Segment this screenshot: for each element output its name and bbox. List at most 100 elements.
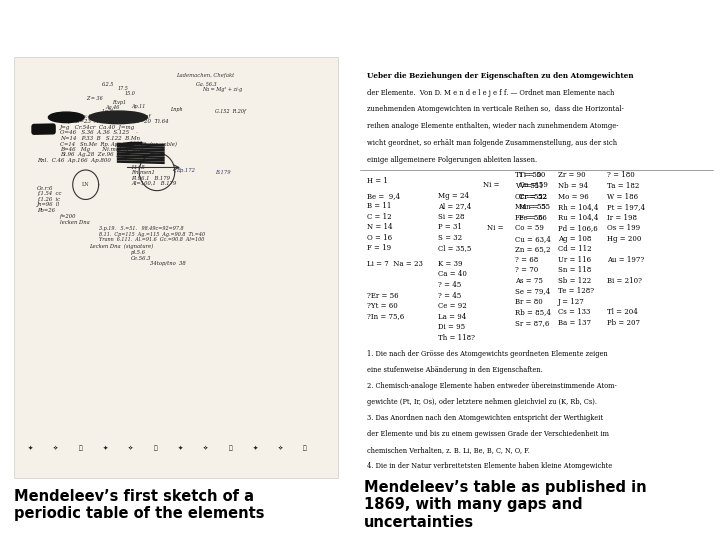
Text: Sn = 118: Sn = 118 — [557, 266, 591, 274]
Text: Na = Mg² + zi·g: Na = Mg² + zi·g — [202, 87, 243, 92]
Text: W = 186: W = 186 — [607, 193, 638, 200]
Text: chemischen Verhalten, z. B. Li, Be, B, C, N, O, F.: chemischen Verhalten, z. B. Li, Be, B, C… — [367, 446, 530, 454]
Text: ✨: ✨ — [78, 446, 82, 451]
Text: 6.2.5: 6.2.5 — [102, 82, 114, 86]
Text: C = 12: C = 12 — [367, 213, 392, 221]
Text: Xp.Xp  Gv.44  Lp.yf  G.122  R.2gf: Xp.Xp Gv.44 Lp.yf G.122 R.2gf — [60, 114, 151, 119]
Text: 34top/tno  38: 34top/tno 38 — [150, 261, 186, 266]
Text: O=46   S.36  A.36  S.125    ·: O=46 S.36 A.36 S.125 · — [60, 131, 138, 136]
Text: Se = 79,4: Se = 79,4 — [516, 287, 550, 295]
Text: Ur = 116: Ur = 116 — [557, 256, 590, 264]
Text: Ce.r:6: Ce.r:6 — [37, 186, 53, 191]
Text: H = 1: H = 1 — [367, 177, 388, 185]
Text: Yrann  6.111.  Al.=91.6  Gc.=90.8  Al=100: Yrann 6.111. Al.=91.6 Gc.=90.8 Al=100 — [99, 237, 204, 242]
Text: Ti = 50: Ti = 50 — [518, 172, 545, 179]
Text: 1. Die nach der Grösse des Atomgewichts geordneten Elemente zeigen: 1. Die nach der Grösse des Atomgewichts … — [367, 349, 608, 357]
Text: Pt = 197,4: Pt = 197,4 — [607, 203, 645, 211]
Text: ✨: ✨ — [303, 446, 307, 451]
Text: Th = 118?: Th = 118? — [438, 334, 474, 342]
Text: pl.5.6: pl.5.6 — [131, 250, 146, 255]
Text: C=14   Sn.Me  Rp. Ap=00  Ph.Pt  (unamble): C=14 Sn.Me Rp. Ap=00 Ph.Pt (unamble) — [60, 141, 176, 146]
Text: Ba = 137: Ba = 137 — [557, 319, 590, 327]
Text: L=p  K=23  A=26  Mg.56  G=20  Ti.64: L=p K=23 A=26 Mg.56 G=20 Ti.64 — [60, 119, 168, 125]
Text: ✧: ✧ — [202, 446, 208, 451]
Text: 3. Das Anordnen nach den Atomgewichten entspricht der Werthigkeit: 3. Das Anordnen nach den Atomgewichten e… — [367, 414, 603, 422]
Text: ✧: ✧ — [53, 446, 58, 451]
Text: ?Yt = 60: ?Yt = 60 — [367, 302, 398, 310]
Text: ✦: ✦ — [103, 446, 108, 451]
Text: Rn.men1: Rn.men1 — [131, 170, 155, 175]
Ellipse shape — [89, 111, 148, 124]
Text: Si = 28: Si = 28 — [438, 213, 464, 221]
Text: N=14   P.33  B   S.122  B.Mn: N=14 P.33 B S.122 B.Mn — [60, 136, 140, 141]
Text: Ga. 56.3: Ga. 56.3 — [196, 82, 217, 86]
Text: Fe = 56: Fe = 56 — [516, 214, 543, 221]
Text: wicht geordnet, so erhält man folgende Zusammenstellung, aus der sich: wicht geordnet, so erhält man folgende Z… — [367, 139, 617, 147]
Text: R.vp1: R.vp1 — [112, 100, 126, 105]
Text: S = 32: S = 32 — [438, 234, 462, 242]
Text: Cr = 52: Cr = 52 — [518, 193, 546, 200]
Text: ?In = 75,6: ?In = 75,6 — [367, 313, 405, 321]
Text: Ir = 198: Ir = 198 — [607, 214, 637, 221]
Text: Cl = 35,5: Cl = 35,5 — [438, 244, 471, 252]
Text: Z = 36: Z = 36 — [86, 96, 102, 102]
Text: J = 6: J = 6 — [102, 109, 114, 114]
Text: Pb = 207: Pb = 207 — [607, 319, 640, 327]
Text: La = 94: La = 94 — [438, 313, 466, 321]
Text: Mendeleev’s table as published in
1869, with many gaps and
uncertainties: Mendeleev’s table as published in 1869, … — [364, 480, 647, 530]
Text: Sr = 87,6: Sr = 87,6 — [516, 319, 549, 327]
Text: Hg = 200: Hg = 200 — [607, 235, 642, 242]
Text: Mg = 24: Mg = 24 — [438, 192, 469, 200]
Text: ✦: ✦ — [253, 446, 258, 451]
Text: As = 75: As = 75 — [516, 277, 543, 285]
Bar — [14, 57, 338, 478]
Text: Bi = 210?: Bi = 210? — [607, 277, 642, 285]
Text: einige allgemeinere Folgerungen ableiten lassen.: einige allgemeinere Folgerungen ableiten… — [367, 156, 537, 164]
Text: Lecken Dna  (signature): Lecken Dna (signature) — [89, 244, 153, 249]
Text: Mendeleev’s first sketch of a
periodic table of the elements: Mendeleev’s first sketch of a periodic t… — [14, 489, 265, 521]
Text: V = 51: V = 51 — [516, 182, 539, 190]
Text: Bp.172: Bp.172 — [176, 168, 195, 173]
Text: V = 51: V = 51 — [518, 182, 543, 190]
Text: Os = 199: Os = 199 — [607, 224, 640, 232]
Text: ✧: ✧ — [127, 446, 133, 451]
Text: Te = 128?: Te = 128? — [557, 287, 594, 295]
Text: Al=100,1   B.179: Al=100,1 B.179 — [131, 181, 176, 186]
Text: f=200: f=200 — [60, 214, 76, 219]
Text: 4. Die in der Natur verbreitetsten Elemente haben kleine Atomgewichte: 4. Die in der Natur verbreitetsten Eleme… — [367, 462, 612, 470]
Text: Rb = 85,4: Rb = 85,4 — [516, 308, 551, 316]
Text: Ce.56.3: Ce.56.3 — [131, 255, 151, 260]
Text: Ag = 108: Ag = 108 — [557, 235, 591, 242]
Text: LN: LN — [82, 182, 89, 187]
Text: der Elemente.  Von D. M e n d e l e j e f f. — Ordnet man Elemente nach: der Elemente. Von D. M e n d e l e j e f… — [367, 89, 614, 97]
Text: Cd = 112: Cd = 112 — [557, 245, 591, 253]
Text: ?Er = 56: ?Er = 56 — [367, 292, 399, 300]
Text: Cr = 52: Cr = 52 — [518, 193, 546, 200]
Text: lecken Dna: lecken Dna — [60, 220, 89, 225]
Text: B = 11: B = 11 — [367, 202, 392, 210]
Text: B=46   Mg       Ni.mol  A=172: B=46 Mg Ni.mol A=172 — [60, 147, 143, 152]
Text: Ap.11: Ap.11 — [131, 104, 145, 109]
Text: Mo = 96: Mo = 96 — [557, 193, 588, 200]
Text: der Elemente und bis zu einem gewissen Grade der Verschiedenheit im: der Elemente und bis zu einem gewissen G… — [367, 430, 609, 438]
Text: O = 16: O = 16 — [367, 234, 392, 242]
Text: 1145: 1145 — [131, 165, 146, 170]
Text: gewichte (Pt, Ir, Os), oder letztere nehmen gleichviel zu (K, Rb, Cs).: gewichte (Pt, Ir, Os), oder letztere neh… — [367, 397, 597, 406]
Text: f.1.26  ic: f.1.26 ic — [37, 197, 60, 201]
Bar — [360, 57, 713, 478]
Text: G.152  R.20f: G.152 R.20f — [215, 109, 246, 114]
Text: Co = 59: Co = 59 — [518, 181, 548, 189]
Text: ? = 70: ? = 70 — [516, 266, 539, 274]
Text: 8.11.  Cp=115  Ag.=115  Ag.=90.8  Ti.=40: 8.11. Cp=115 Ag.=115 Ag.=90.8 Ti.=40 — [99, 232, 204, 237]
Text: Rh = 104,4: Rh = 104,4 — [557, 203, 598, 211]
Text: Ag.46: Ag.46 — [105, 105, 120, 110]
Text: Lademachen, Chefakt: Lademachen, Chefakt — [176, 73, 235, 78]
Text: Bi.96  Ag.28  Ze.96  J.gas: Bi.96 Ag.28 Ze.96 J.gas — [60, 152, 130, 157]
Text: eine stufenweise Abänderung in den Eigenschaften.: eine stufenweise Abänderung in den Eigen… — [367, 366, 543, 374]
Text: ✦: ✦ — [178, 446, 183, 451]
Text: Di = 95: Di = 95 — [438, 323, 464, 331]
Text: Co = 59: Co = 59 — [516, 224, 544, 232]
Text: ? = 45: ? = 45 — [438, 281, 461, 289]
Ellipse shape — [48, 112, 84, 123]
Text: Pl.96.1   B.179: Pl.96.1 B.179 — [131, 176, 170, 180]
